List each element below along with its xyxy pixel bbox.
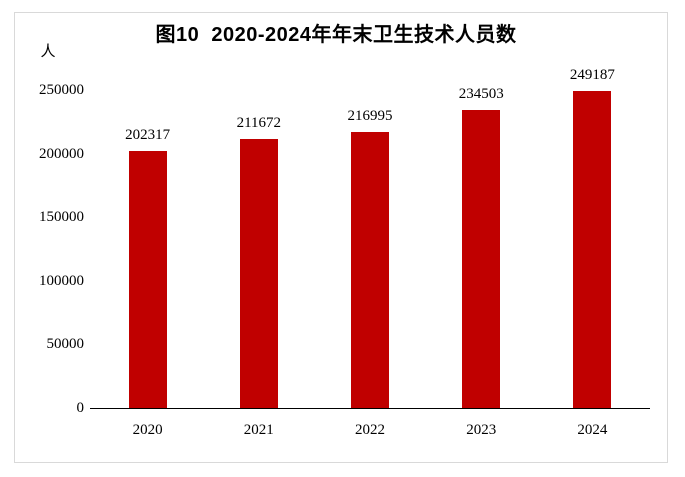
bar-2023 (462, 109, 501, 408)
y-axis-unit-label: 人 (40, 44, 56, 60)
bar-value-label: 211672 (236, 114, 282, 131)
y-tick-label: 150000 (39, 209, 84, 226)
bar-2024 (573, 91, 612, 408)
bar-2020 (128, 150, 167, 408)
x-tick-label: 2024 (577, 422, 608, 438)
x-axis-line (90, 408, 650, 409)
y-tick-label: 50000 (46, 336, 85, 353)
bar-value-label: 216995 (347, 107, 393, 124)
y-tick-label: 200000 (39, 145, 84, 162)
chart-title: 图10 2020-2024年年末卫生技术人员数 (155, 24, 517, 46)
chart-border-box (14, 12, 668, 463)
bar-2021 (239, 138, 278, 408)
bar-value-label: 202317 (125, 126, 171, 143)
bar-value-label: 249187 (569, 67, 615, 84)
x-tick-label: 2021 (243, 422, 274, 438)
bar-value-label: 234503 (458, 85, 504, 102)
y-tick-label: 250000 (39, 82, 84, 98)
x-tick-label: 2023 (466, 422, 497, 438)
y-tick-label: 100000 (39, 272, 84, 289)
x-tick-label: 2022 (355, 422, 385, 438)
x-tick-label: 2020 (132, 422, 163, 438)
bar-2022 (351, 131, 389, 408)
y-tick-label: 0 (76, 400, 85, 416)
